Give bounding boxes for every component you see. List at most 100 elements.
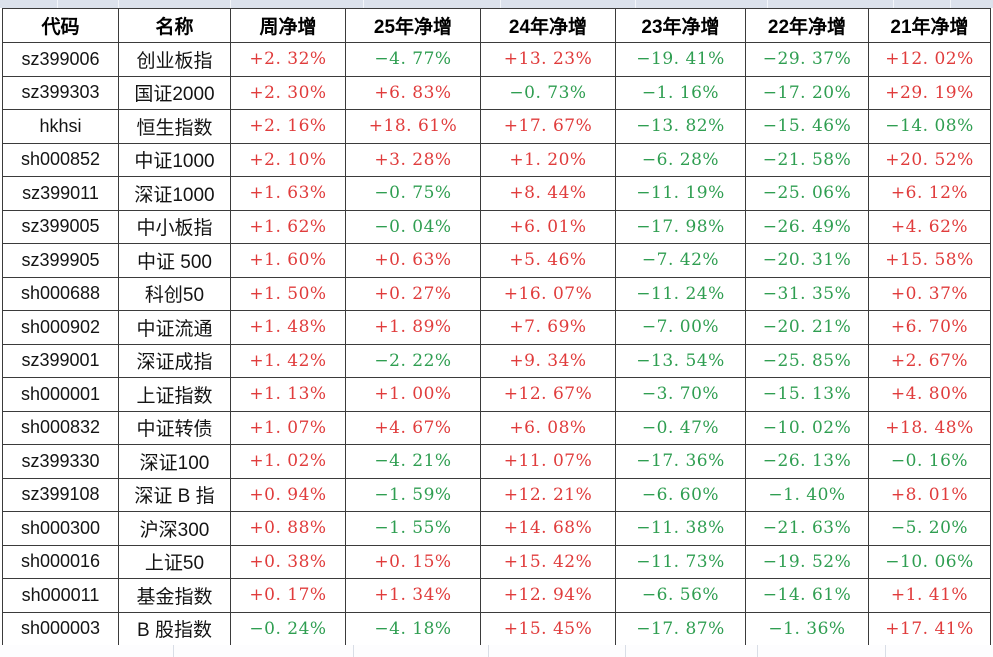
cell-y25-value[interactable]: −1. 55% [345,511,481,546]
cell-y24-value[interactable]: +13. 23% [480,42,616,77]
cell-name[interactable]: 中证流通 [118,310,231,345]
cell-y23-value[interactable]: −6. 28% [615,142,746,177]
cell-week-value[interactable]: +0. 94% [230,477,346,512]
cell-week-value[interactable]: +2. 16% [230,109,346,144]
cell-y21-value[interactable]: +2. 67% [868,343,991,378]
cell-week-value[interactable]: +1. 50% [230,276,346,311]
cell-code[interactable]: sz399006 [2,42,119,77]
cell-y21-value[interactable]: +0. 37% [868,276,991,311]
cell-week-value[interactable]: +1. 07% [230,410,346,445]
cell-y22-value[interactable]: −21. 63% [745,511,869,546]
cell-y21-value[interactable]: +20. 52% [868,142,991,177]
cell-y24-value[interactable]: +11. 07% [480,444,616,479]
cell-week-value[interactable]: +0. 38% [230,544,346,579]
cell-y22-value[interactable]: −29. 37% [745,42,869,77]
cell-y25-value[interactable]: −4. 21% [345,444,481,479]
cell-code[interactable]: sh000832 [2,410,119,445]
column-header-y22[interactable]: 22年净增 [745,8,869,43]
cell-y22-value[interactable]: −14. 61% [745,578,869,613]
cell-y23-value[interactable]: −13. 54% [615,343,746,378]
cell-name[interactable]: 上证50 [118,544,231,579]
cell-y25-value[interactable]: −0. 04% [345,209,481,244]
cell-name[interactable]: 上证指数 [118,377,231,412]
cell-code[interactable]: sz399001 [2,343,119,378]
cell-y21-value[interactable]: −10. 06% [868,544,991,579]
cell-y22-value[interactable]: −25. 85% [745,343,869,378]
cell-week-value[interactable]: +1. 48% [230,310,346,345]
cell-week-value[interactable]: +0. 17% [230,578,346,613]
cell-name[interactable]: 恒生指数 [118,109,231,144]
cell-code[interactable]: sz399005 [2,209,119,244]
cell-y23-value[interactable]: −11. 19% [615,176,746,211]
cell-name[interactable]: 深证 B 指 [118,477,231,512]
cell-code[interactable]: sh000016 [2,544,119,579]
cell-y25-value[interactable]: −4. 77% [345,42,481,77]
cell-y24-value[interactable]: +8. 44% [480,176,616,211]
cell-y23-value[interactable]: −7. 00% [615,310,746,345]
cell-y21-value[interactable]: +8. 01% [868,477,991,512]
cell-y23-value[interactable]: −17. 36% [615,444,746,479]
cell-y21-value[interactable]: −14. 08% [868,109,991,144]
cell-code[interactable]: sh000852 [2,142,119,177]
cell-y25-value[interactable]: +0. 27% [345,276,481,311]
cell-week-value[interactable]: +2. 30% [230,75,346,110]
cell-name[interactable]: 中证转债 [118,410,231,445]
cell-y22-value[interactable]: −31. 35% [745,276,869,311]
cell-y25-value[interactable]: +0. 63% [345,243,481,278]
cell-y24-value[interactable]: +16. 07% [480,276,616,311]
cell-name[interactable]: 科创50 [118,276,231,311]
cell-name[interactable]: 中证1000 [118,142,231,177]
cell-y23-value[interactable]: −13. 82% [615,109,746,144]
cell-name[interactable]: 基金指数 [118,578,231,613]
cell-y23-value[interactable]: −11. 73% [615,544,746,579]
cell-y21-value[interactable]: +17. 41% [868,611,991,646]
cell-week-value[interactable]: +1. 62% [230,209,346,244]
cell-code[interactable]: sh000003 [2,611,119,646]
column-header-name[interactable]: 名称 [118,8,231,43]
cell-name[interactable]: 深证1000 [118,176,231,211]
cell-y21-value[interactable]: +6. 12% [868,176,991,211]
cell-y21-value[interactable]: +12. 02% [868,42,991,77]
cell-y24-value[interactable]: +5. 46% [480,243,616,278]
cell-week-value[interactable]: −0. 24% [230,611,346,646]
cell-y23-value[interactable]: −6. 60% [615,477,746,512]
cell-y23-value[interactable]: −17. 98% [615,209,746,244]
cell-y21-value[interactable]: −5. 20% [868,511,991,546]
cell-y25-value[interactable]: +3. 28% [345,142,481,177]
cell-y23-value[interactable]: −0. 47% [615,410,746,445]
cell-y22-value[interactable]: −15. 46% [745,109,869,144]
cell-code[interactable]: sh000300 [2,511,119,546]
cell-y25-value[interactable]: +1. 00% [345,377,481,412]
cell-name[interactable]: 创业板指 [118,42,231,77]
cell-y21-value[interactable]: +29. 19% [868,75,991,110]
cell-y25-value[interactable]: +6. 83% [345,75,481,110]
cell-y23-value[interactable]: −17. 87% [615,611,746,646]
cell-week-value[interactable]: +0. 88% [230,511,346,546]
cell-y25-value[interactable]: −1. 59% [345,477,481,512]
cell-y25-value[interactable]: +1. 89% [345,310,481,345]
column-header-y23[interactable]: 23年净增 [615,8,746,43]
cell-code[interactable]: sh000688 [2,276,119,311]
cell-name[interactable]: 国证2000 [118,75,231,110]
column-header-y21[interactable]: 21年净增 [868,8,991,43]
cell-y23-value[interactable]: −7. 42% [615,243,746,278]
cell-y21-value[interactable]: +15. 58% [868,243,991,278]
cell-y24-value[interactable]: +7. 69% [480,310,616,345]
cell-code[interactable]: sh000001 [2,377,119,412]
cell-y23-value[interactable]: −3. 70% [615,377,746,412]
cell-code[interactable]: sz399303 [2,75,119,110]
cell-name[interactable]: 中证 500 [118,243,231,278]
cell-y24-value[interactable]: +12. 21% [480,477,616,512]
cell-y22-value[interactable]: −20. 21% [745,310,869,345]
cell-y22-value[interactable]: −19. 52% [745,544,869,579]
cell-y22-value[interactable]: −10. 02% [745,410,869,445]
cell-y24-value[interactable]: +15. 42% [480,544,616,579]
cell-y24-value[interactable]: +12. 67% [480,377,616,412]
cell-code[interactable]: sh000011 [2,578,119,613]
cell-y21-value[interactable]: +6. 70% [868,310,991,345]
cell-y25-value[interactable]: +18. 61% [345,109,481,144]
cell-y22-value[interactable]: −25. 06% [745,176,869,211]
cell-y24-value[interactable]: +14. 68% [480,511,616,546]
cell-y25-value[interactable]: +4. 67% [345,410,481,445]
cell-y24-value[interactable]: +9. 34% [480,343,616,378]
